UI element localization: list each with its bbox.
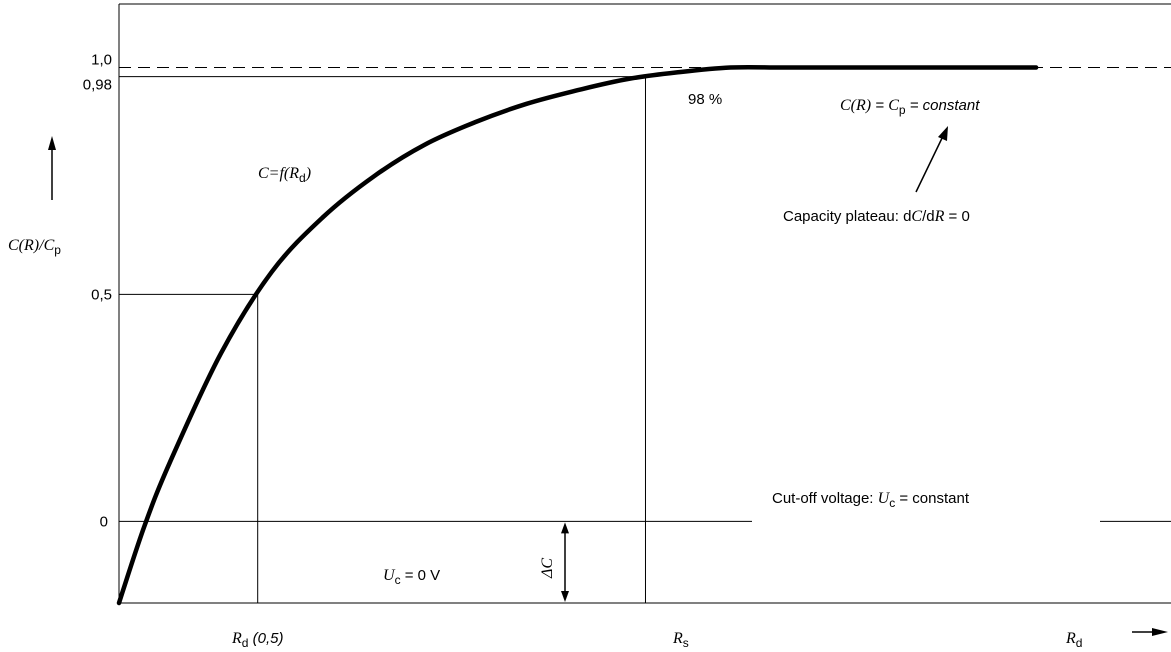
- delta-c-arrowhead-top-icon: [561, 522, 569, 534]
- cutoff-voltage-label: Cut-off voltage: Uc = constant: [772, 490, 970, 510]
- x-tick-label-rs: Rs: [672, 630, 689, 650]
- y-tick-label: 0,98: [83, 77, 112, 94]
- y-tick-label: 0: [100, 513, 108, 530]
- plateau-note: Capacity plateau: dC/dR = 0: [783, 208, 970, 225]
- percent-label: 98 %: [688, 91, 722, 108]
- y-axis-label: C(R)/Cp: [8, 237, 61, 257]
- x-axis-arrowhead-icon: [1152, 628, 1168, 636]
- plateau-pointer-arrowhead-icon: [938, 126, 948, 141]
- x-axis-label: Rd: [1065, 630, 1082, 650]
- capacity-curve: [116, 64, 1039, 606]
- x-tick-label-rd-half: Rd (0,5): [231, 630, 283, 650]
- delta-c-label: ΔC: [539, 558, 556, 579]
- delta-c-arrowhead-bottom-icon: [561, 591, 569, 602]
- curve-label: C=f(Rd): [258, 165, 311, 185]
- plateau-equation: C(R) = Cp = constant: [840, 97, 980, 117]
- plateau-pointer-arrow-icon: [915, 133, 945, 193]
- y-tick-label: 0,5: [91, 286, 112, 303]
- zero-voltage-label: Uc = 0 V: [383, 567, 440, 587]
- y-tick-label: 1,0: [91, 52, 112, 69]
- y-axis-arrowhead-icon: [48, 136, 56, 150]
